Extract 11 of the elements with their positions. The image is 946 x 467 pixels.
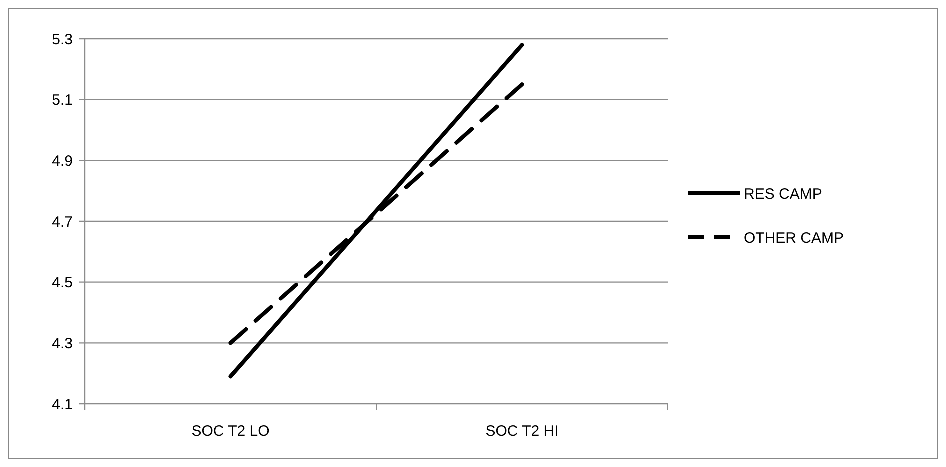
legend-label: OTHER CAMP [744,230,844,247]
y-tick-label: 5.1 [52,92,73,110]
x-tick-label: SOC T2 LO [192,423,270,440]
y-tick-label: 4.9 [52,152,73,170]
y-tick-label: 4.3 [52,335,73,352]
y-tick-label: 5.3 [52,31,73,48]
x-tick-label: SOC T2 HI [486,423,559,440]
y-tick-label: 4.5 [52,274,73,292]
y-tick-label: 4.7 [52,214,73,231]
y-tick-label: 4.1 [52,396,73,414]
legend-label: RES CAMP [744,186,822,203]
